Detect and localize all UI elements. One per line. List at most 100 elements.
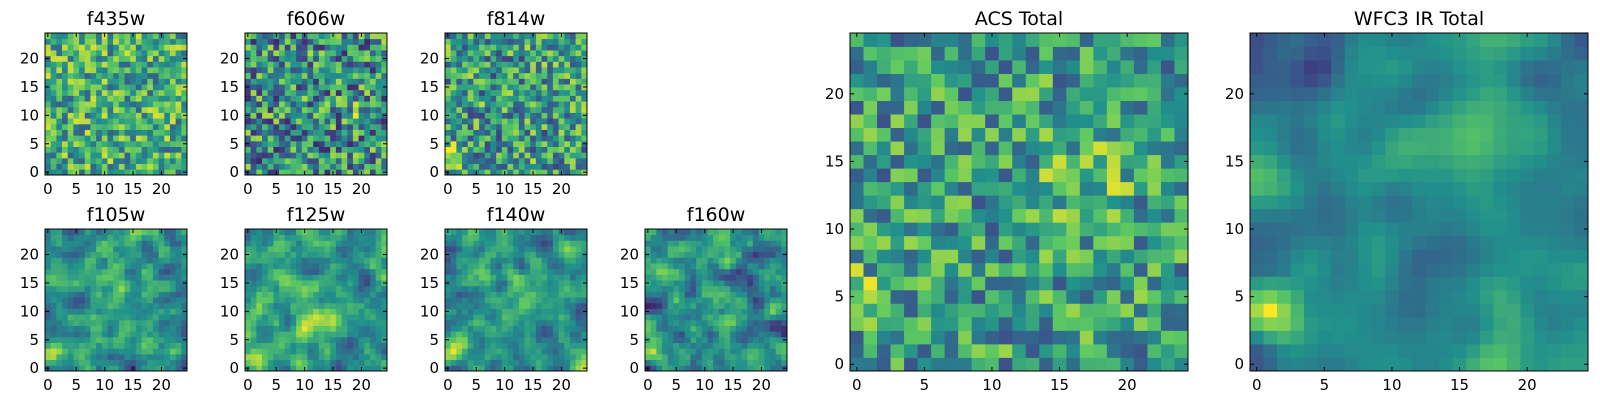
heatmap-cell: [358, 274, 365, 281]
heatmap-cell: [730, 240, 737, 247]
heatmap-cell: [369, 359, 377, 366]
heatmap-cell: [462, 229, 469, 236]
heatmap-cell: [547, 246, 554, 253]
heatmap-cell: [484, 348, 491, 355]
heatmap-cell: [250, 234, 257, 241]
heatmap-cell: [713, 302, 720, 309]
heatmap-cell: [730, 251, 737, 258]
heatmap-cell: [130, 353, 137, 361]
heatmap-cell: [307, 251, 314, 258]
heatmap-cell: [575, 342, 582, 349]
heatmap-cell: [62, 163, 69, 170]
heatmap-cell: [330, 325, 337, 332]
heatmap-cell: [341, 123, 348, 130]
heatmap-cell: [56, 291, 63, 298]
heatmap-cell: [352, 229, 359, 236]
heatmap-cell: [290, 61, 297, 68]
heatmap-cell: [541, 78, 548, 85]
heatmap-cell: [581, 123, 588, 130]
heatmap-cell: [279, 291, 286, 298]
heatmap-cell: [462, 33, 469, 40]
heatmap-cell: [890, 195, 905, 210]
heatmap-cell: [564, 95, 571, 102]
heatmap-cell: [724, 280, 731, 287]
heatmap-cell: [347, 44, 354, 51]
heatmap-cell: [552, 229, 559, 236]
heatmap-cell: [152, 135, 159, 142]
heatmap-cell: [245, 106, 252, 113]
heatmap-cell: [501, 297, 508, 304]
heatmap-cell: [256, 67, 263, 74]
heatmap-cell: [518, 240, 525, 247]
heatmap-cell: [318, 44, 325, 51]
heatmap-cell: [558, 123, 565, 130]
x-tick-label: 10: [295, 180, 314, 198]
heatmap-cell: [707, 302, 714, 309]
heatmap-cell: [90, 291, 97, 298]
heatmap-cell: [735, 240, 742, 247]
heatmap-cell: [301, 257, 308, 264]
heatmap-cell: [581, 234, 588, 241]
heatmap-cell: [513, 84, 520, 91]
heatmap-cell: [324, 336, 331, 343]
heatmap-cell: [530, 342, 537, 349]
heatmap-cell: [524, 44, 531, 51]
heatmap-cell: [164, 314, 171, 321]
heatmap-cell: [547, 234, 554, 241]
heatmap-cell: [169, 348, 177, 355]
heatmap-cell: [484, 359, 491, 366]
heatmap-cell: [541, 146, 548, 153]
heatmap-cell: [496, 112, 503, 119]
heatmap-cell: [335, 50, 342, 57]
heatmap-cell: [124, 268, 131, 275]
heatmap-cell: [152, 246, 159, 253]
heatmap-cell: [581, 297, 588, 304]
heatmap-cell: [313, 95, 320, 102]
heatmap-cell: [45, 246, 52, 253]
heatmap-cell: [530, 314, 537, 321]
heatmap-cell: [696, 280, 703, 287]
heatmap-cell: [169, 95, 177, 102]
heatmap-cell: [684, 285, 691, 292]
heatmap-cell: [341, 314, 348, 321]
heatmap-cell: [375, 61, 382, 68]
heatmap-cell: [279, 163, 286, 170]
heatmap-cell: [450, 67, 457, 74]
heatmap-cell: [262, 331, 269, 338]
heatmap-cell: [73, 342, 80, 349]
heatmap-cell: [307, 263, 314, 270]
heatmap-cell: [56, 44, 63, 51]
heatmap-cell: [747, 314, 754, 321]
heatmap-cell: [1039, 195, 1054, 210]
heatmap-cell: [158, 101, 165, 108]
heatmap-cell: [450, 319, 457, 326]
heatmap-cell: [135, 84, 142, 91]
heatmap-cell: [684, 336, 691, 343]
heatmap-cell: [164, 280, 171, 287]
heatmap-cell: [267, 331, 274, 338]
heatmap-cell: [944, 235, 959, 250]
heatmap-cell: [931, 181, 946, 196]
heatmap-cell: [330, 38, 337, 45]
heatmap-cell: [364, 251, 371, 258]
heatmap-cell: [245, 246, 252, 253]
heatmap-cell: [764, 291, 771, 298]
heatmap-cell: [358, 325, 365, 332]
heatmap-cell: [267, 55, 274, 62]
heatmap-cell: [67, 33, 74, 40]
heatmap-cell: [141, 365, 148, 372]
heatmap-cell: [375, 163, 382, 170]
heatmap-cell: [375, 67, 382, 74]
heatmap-cell: [507, 163, 514, 170]
heatmap-cell: [324, 314, 331, 321]
heatmap-cell: [67, 50, 74, 57]
heatmap-cell: [245, 123, 252, 130]
heatmap-cell: [79, 135, 86, 142]
heatmap-cell: [158, 95, 165, 102]
heatmap-cell: [575, 38, 582, 45]
heatmap-cell: [552, 353, 559, 361]
heatmap-cell: [381, 72, 388, 79]
y-tick-label: 15: [420, 78, 439, 96]
heatmap-cell: [524, 342, 531, 349]
heatmap-cell: [775, 251, 782, 258]
